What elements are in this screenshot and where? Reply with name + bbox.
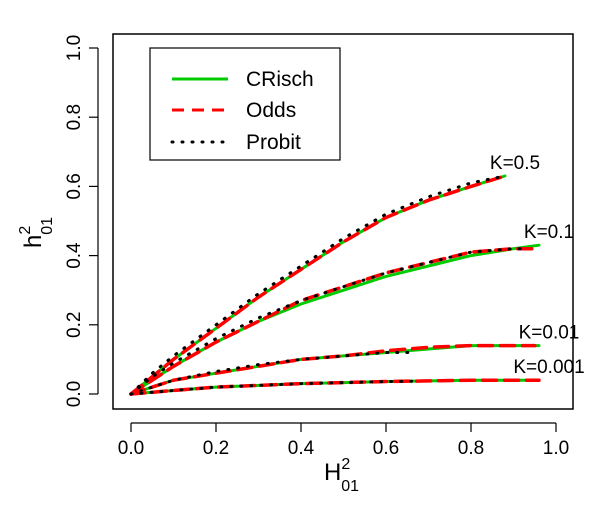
- legend-box: [149, 47, 341, 161]
- curve-probit-k-0-01: [129, 351, 418, 396]
- y-axis-title-main: h: [20, 235, 47, 248]
- curve-crisch-k-0-01: [129, 344, 541, 396]
- y-axis-title-sub: 01: [39, 217, 56, 235]
- legend: CRisch Odds Probit: [149, 47, 341, 161]
- y-tick-label: 0.8: [64, 104, 85, 130]
- y-tick-label: 0.0: [64, 381, 85, 407]
- curve-probit-k-0-1: [129, 247, 528, 396]
- curve-label-k-0-01: K=0.01: [519, 323, 580, 344]
- curve-label-k-0-1: K=0.1: [524, 222, 574, 243]
- x-tick-label: 0.6: [373, 438, 399, 459]
- y-axis-title-group: h2 01: [17, 217, 56, 248]
- x-axis-title-sub: 01: [341, 478, 359, 495]
- y-tick-label: 0.2: [64, 312, 85, 338]
- curve-odds-k-0-01: [129, 343, 537, 396]
- y-axis-title: h2 01: [17, 217, 56, 248]
- x-tick-label: 0.2: [203, 438, 229, 459]
- curve-probit-k-0-5: [129, 174, 507, 396]
- y-axis: 0.0 0.2 0.4 0.6 0.8 1.0: [64, 35, 99, 407]
- legend-label-crisch: CRisch: [246, 68, 314, 91]
- y-tick-label: 1.0: [64, 35, 85, 61]
- curve-label-k-0-5: K=0.5: [490, 153, 540, 174]
- x-axis-title-sup: 2: [341, 456, 350, 473]
- x-axis: 0.0 0.2 0.4 0.6 0.8 1.0: [118, 422, 569, 459]
- curve-crisch-k-0-1: [129, 243, 541, 396]
- y-tick-label: 0.4: [64, 242, 85, 269]
- curve-label-k-0-001: K=0.001: [513, 357, 584, 378]
- legend-label-probit: Probit: [246, 131, 301, 154]
- curve-odds-k-0-5: [129, 174, 507, 396]
- curves-layer: [129, 174, 541, 396]
- y-tick-label: 0.6: [64, 173, 85, 199]
- x-axis-title-main: H: [324, 459, 341, 486]
- curve-odds-k-0-1: [129, 246, 541, 396]
- curve-odds-k-0-001: [129, 378, 541, 396]
- curve-labels: K=0.5 K=0.1 K=0.01 K=0.001: [490, 153, 585, 378]
- x-tick-label: 0.4: [288, 438, 315, 459]
- curve-crisch-k-0-5: [129, 174, 507, 396]
- x-tick-label: 0.8: [458, 438, 484, 459]
- y-axis-title-sup: 2: [17, 226, 34, 235]
- curve-probit-k-0-001: [129, 379, 418, 396]
- x-tick-label: 1.0: [543, 438, 569, 459]
- x-axis-title: H2 01: [324, 456, 359, 495]
- plot-frame: [112, 33, 574, 410]
- x-tick-label: 0.0: [118, 438, 144, 459]
- legend-label-odds: Odds: [246, 99, 296, 122]
